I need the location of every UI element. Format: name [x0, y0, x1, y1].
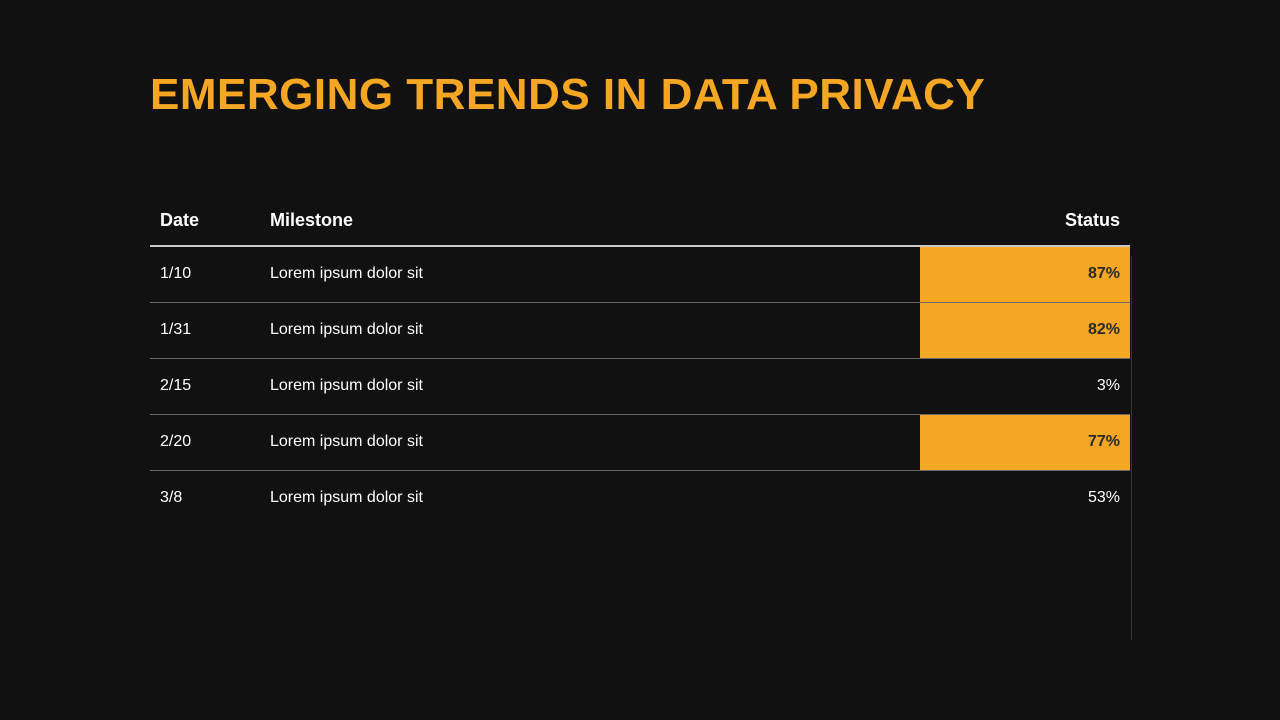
table-right-edge-line	[1131, 256, 1132, 640]
table-row: 2/20 Lorem ipsum dolor sit 77%	[150, 414, 1130, 470]
cell-date: 1/31	[150, 302, 260, 358]
table-header-row: Date Milestone Status	[150, 210, 1130, 246]
cell-date: 2/20	[150, 414, 260, 470]
slide-title: EMERGING TRENDS IN DATA PRIVACY	[150, 70, 1130, 120]
table-row: 3/8 Lorem ipsum dolor sit 53%	[150, 470, 1130, 526]
cell-date: 3/8	[150, 470, 260, 526]
col-header-date: Date	[150, 210, 260, 246]
table-row: 1/10 Lorem ipsum dolor sit 87%	[150, 246, 1130, 302]
cell-milestone: Lorem ipsum dolor sit	[260, 302, 920, 358]
cell-date: 2/15	[150, 358, 260, 414]
table-row: 1/31 Lorem ipsum dolor sit 82%	[150, 302, 1130, 358]
cell-status: 77%	[920, 414, 1130, 470]
cell-status: 82%	[920, 302, 1130, 358]
milestone-table: Date Milestone Status 1/10 Lorem ipsum d…	[150, 210, 1130, 526]
col-header-milestone: Milestone	[260, 210, 920, 246]
cell-milestone: Lorem ipsum dolor sit	[260, 414, 920, 470]
table-body: 1/10 Lorem ipsum dolor sit 87% 1/31 Lore…	[150, 246, 1130, 526]
slide: EMERGING TRENDS IN DATA PRIVACY Date Mil…	[0, 0, 1280, 720]
cell-status: 87%	[920, 246, 1130, 302]
cell-status: 3%	[920, 358, 1130, 414]
cell-status: 53%	[920, 470, 1130, 526]
cell-date: 1/10	[150, 246, 260, 302]
cell-milestone: Lorem ipsum dolor sit	[260, 470, 920, 526]
cell-milestone: Lorem ipsum dolor sit	[260, 358, 920, 414]
col-header-status: Status	[920, 210, 1130, 246]
table-row: 2/15 Lorem ipsum dolor sit 3%	[150, 358, 1130, 414]
cell-milestone: Lorem ipsum dolor sit	[260, 246, 920, 302]
